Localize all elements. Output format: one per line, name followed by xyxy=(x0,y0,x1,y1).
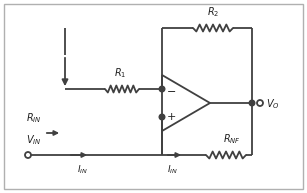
Text: $I_{IN}$: $I_{IN}$ xyxy=(77,163,88,175)
Circle shape xyxy=(159,86,165,92)
Text: $I_{IN}$: $I_{IN}$ xyxy=(167,163,179,175)
Text: $V_O$: $V_O$ xyxy=(266,97,280,111)
Text: $R_2$: $R_2$ xyxy=(207,5,219,19)
Text: $R_{NF}$: $R_{NF}$ xyxy=(223,132,241,146)
Text: $R_{IN}$: $R_{IN}$ xyxy=(26,111,42,125)
Circle shape xyxy=(249,100,255,106)
Text: $R_1$: $R_1$ xyxy=(114,66,126,80)
Circle shape xyxy=(159,114,165,120)
Text: $+$: $+$ xyxy=(166,112,176,123)
Text: $V_{IN}$: $V_{IN}$ xyxy=(26,133,41,147)
Text: $-$: $-$ xyxy=(166,85,176,95)
